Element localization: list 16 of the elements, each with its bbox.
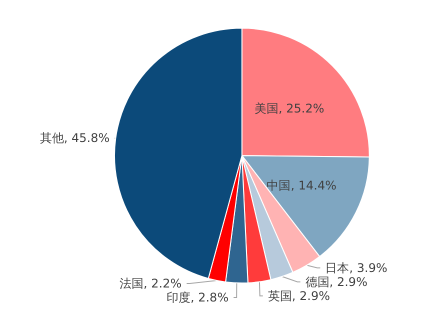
data-label: , 45.8% — [64, 131, 110, 146]
data-label: , 2.8% — [190, 290, 229, 304]
slice-label: 美国 — [254, 102, 278, 116]
data-label: , 3.9% — [349, 260, 388, 275]
slice-label: 日本 — [325, 260, 350, 275]
data-label: , 2.9% — [292, 288, 330, 303]
slice-label: 中国 — [266, 178, 291, 192]
slice-label: 其他 — [40, 131, 64, 146]
slice-label: 英国 — [268, 288, 292, 303]
data-label: , 2.2% — [144, 276, 182, 290]
data-label: , 2.9% — [329, 274, 368, 289]
slice-label: 德国 — [305, 274, 330, 289]
slice-label: 印度 — [166, 290, 190, 304]
data-label: , 14.4% — [290, 178, 336, 192]
data-label: , 25.2% — [278, 102, 324, 116]
slice-label: 法国 — [120, 276, 144, 290]
